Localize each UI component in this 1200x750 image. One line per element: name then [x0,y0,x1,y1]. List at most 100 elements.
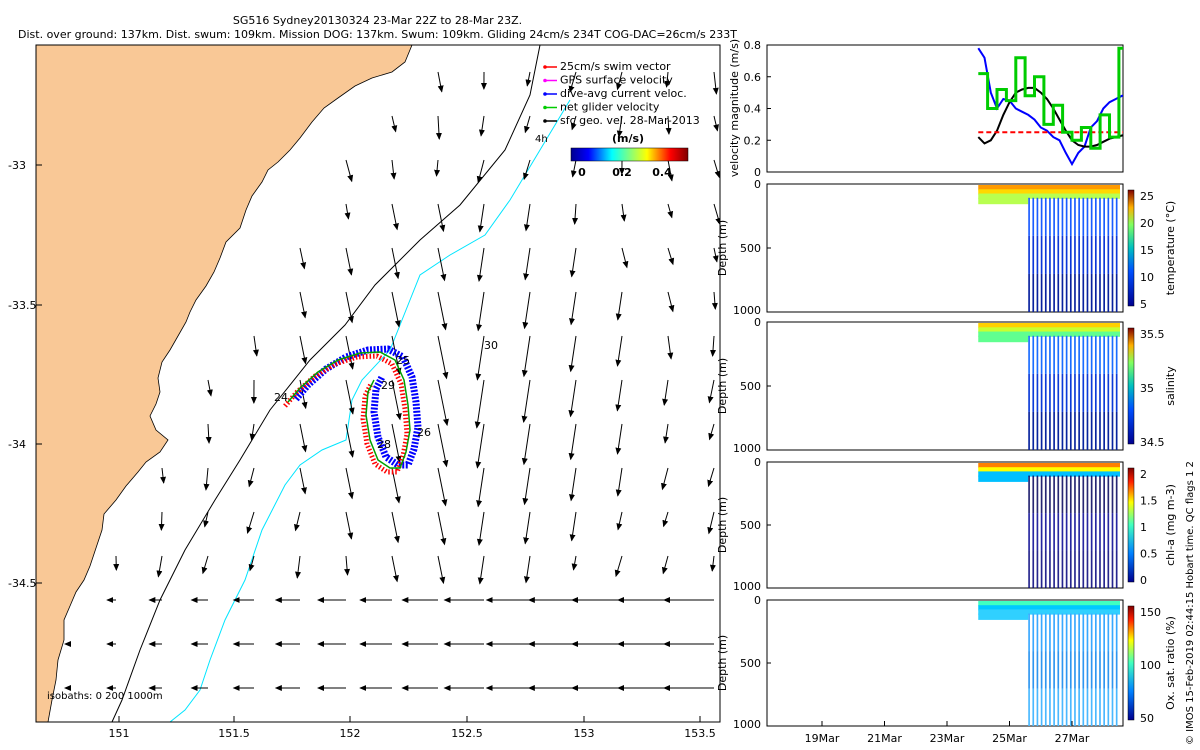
section-profile-segment [1049,613,1051,652]
section-profile-segment [1044,273,1047,312]
velocity-arrow [667,247,675,266]
section-profile-segment [1090,197,1093,236]
section-panel: 0 500 1000 Depth (m) 5 10 15 20 25 temperature (°… [716,178,1177,317]
section-profile-segment [1078,335,1080,374]
section-colorbar-tick-label: 0 [1140,574,1147,587]
section-colorbar-tick-label: 50 [1140,712,1154,725]
section-profile-segment [1040,373,1043,412]
velocity-arrow [391,247,400,280]
day-label: 24 [274,391,288,404]
section-profile-segment [1040,513,1043,551]
section-profile-segment [1032,475,1035,514]
section-profile-segment [1099,411,1101,450]
day-label: 28 [377,438,391,451]
legend-marker [543,65,547,69]
velocity-arrow [568,335,577,373]
section-profile-segment [1103,613,1105,652]
velocity-arrow-field [64,71,720,691]
velocity-arrow [437,247,447,282]
velocity-arrow [663,423,669,444]
velocity-arrow [206,379,213,397]
velocity-arrow [437,203,446,233]
legend-label: sfc geo. vel. 28-Mar-2013 [560,114,700,127]
section-profile-segment [1069,197,1072,236]
section-profile-segment [1061,235,1064,274]
section-colorbar-tick-label: 2 [1140,468,1147,481]
section-profile-segment [1057,550,1060,588]
velocity-arrow [474,379,485,429]
map-x-tick-label: 152 [340,727,361,740]
velocity-arrow [712,71,719,95]
section-profile-segment [1065,235,1068,274]
section-profile-segment [1044,197,1047,236]
legend-label: net glider velocity [560,101,660,114]
section-profile-segment [1053,411,1055,450]
section-profile-segment [1028,651,1030,689]
section-profile-segment [1032,550,1035,588]
day-label: 29 [381,379,395,392]
velocity-arrow [521,423,531,466]
section-profile-segment [1061,613,1064,652]
velocity-arrow [662,379,669,406]
section-profile-segment [1036,688,1039,726]
section-profile-segment [1057,513,1060,551]
section-panel: 0 500 1000 Depth (m) 0 0.5 1 1.5 2 chl-a (mg m-3) [716,456,1177,593]
section-y-tick-label: 0 [754,594,761,607]
velocity-arrow [205,423,212,444]
section-profile-segment [1115,197,1118,236]
section-profile-segment [1082,613,1085,652]
section-colorbar-tick-label: 35.5 [1140,328,1165,341]
section-profile-segment [1082,411,1085,450]
section-profile-segment [1049,235,1051,274]
section-profile-segment [1103,335,1105,374]
section-profile-segment [1094,235,1097,274]
velocity-arrow [345,467,354,500]
section-profile-segment [1099,475,1101,514]
section-profile-segment [1028,335,1030,374]
section-profile-segment [1086,651,1089,689]
velocity-arrow [434,159,441,177]
credit-text: © IMOS 15-Feb-2019 02:44:15 Hobart time.… [1185,461,1196,745]
section-profile-segment [1107,373,1110,412]
velocity-arrow [523,247,531,281]
section-profile-segment [1111,273,1114,312]
velocity-series-net [978,46,1123,150]
velocity-arrow [523,555,531,584]
isobath-1000m [169,99,571,722]
day-label: 26 [417,426,431,439]
section-profile-segment [1111,613,1114,652]
velocity-arrow [437,511,447,546]
section-profile-segment [1078,235,1080,274]
section-profile-segment [1053,550,1055,588]
section-surface-band [978,185,1120,191]
figure-title: SG516 Sydney20130324 23-Mar 22Z to 28-Ma… [10,14,745,42]
section-colorbar-tick-label: 10 [1140,271,1154,284]
section-profile-segment [1065,613,1068,652]
velocity-arrow [615,423,623,455]
section-profile-segment [1049,550,1051,588]
section-ylabel: Depth (m) [716,358,729,414]
section-ylabel: Depth (m) [716,635,729,691]
velocity-arrow [345,247,354,276]
section-profile-segment [1078,613,1080,652]
section-profile-segment [1086,475,1089,514]
map-x-tick-label: 153.5 [684,727,716,740]
velocity-arrow [345,511,354,540]
section-profile-segment [1111,513,1114,551]
velocity-arrow [294,511,301,532]
section-profile-segment [1107,235,1110,274]
section-colorbar [1127,605,1135,721]
section-profile-segment [1036,550,1039,588]
velocity-arrow [707,379,715,404]
section-profile-segment [1111,550,1114,588]
velocity-arrow [713,203,720,226]
section-profile-segment [1028,235,1030,274]
velocity-arrow [391,423,402,464]
velocity-arrow [345,423,355,458]
velocity-arrow [476,247,485,283]
section-colorbar-tick-label: 5 [1140,298,1147,311]
section-y-tick-label: 500 [740,380,761,393]
section-profile-segment [1036,651,1039,689]
section-profile-segment [1069,475,1072,514]
section-colorbar-tick-label: 100 [1140,659,1161,672]
